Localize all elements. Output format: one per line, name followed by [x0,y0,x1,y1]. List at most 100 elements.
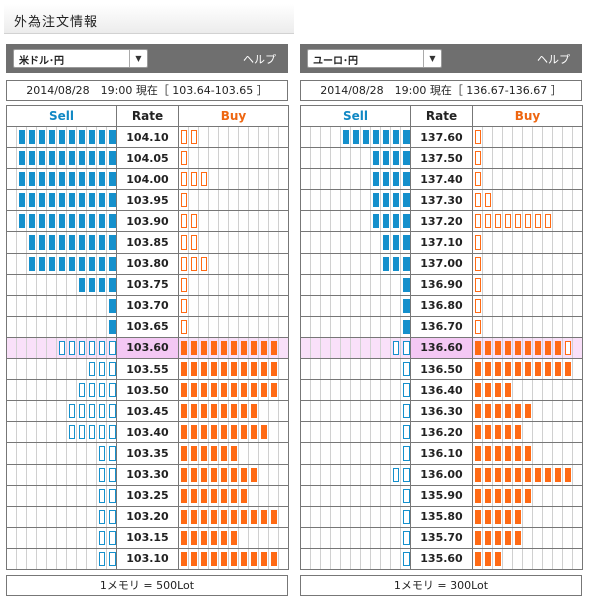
grid-cell [47,148,57,169]
grid-cell [249,337,259,359]
chevron-down-icon[interactable]: ▼ [129,50,147,67]
sell-volume-block [109,404,116,419]
grid-cell [17,295,27,316]
grid-cell [341,527,351,548]
sell-volume-block [59,256,65,271]
buy-volume-block [241,404,247,419]
grid-cell [7,485,17,506]
grid-cell [573,443,583,463]
grid-cell [47,169,57,190]
sell-volume-cell [300,358,411,381]
grid-cell [209,253,219,274]
grid-cell [341,274,351,295]
buy-volume-bar [473,253,583,274]
order-book-row: 137.40 [300,168,583,191]
help-link[interactable]: ヘルプ [537,53,570,66]
grid-cell [259,443,269,464]
grid-cell [361,506,371,527]
currency-pair-select[interactable]: 米ドル･円 ▼ [13,49,148,68]
sell-volume-cell [300,168,411,191]
help-link[interactable]: ヘルプ [243,53,276,66]
buy-volume-cell [472,189,583,212]
grid-cell [301,148,311,169]
grid-cell [473,380,483,401]
grid-cell [493,253,503,274]
grid-cell [573,507,583,527]
sell-volume-block [69,130,75,145]
grid-cell [513,485,523,506]
currency-pair-select[interactable]: ユーロ･円 ▼ [307,49,442,68]
grid-cell [493,464,503,485]
grid-cell [523,506,533,527]
grid-cell [331,422,341,443]
buy-volume-block [505,404,511,419]
grid-cell [573,317,583,337]
buy-volume-block [191,530,197,545]
grid-cell [573,211,583,231]
grid-cell [7,337,17,359]
order-book-rows: 137.60 137.50 137.40 137.30 137.20 137.10 137.… [300,126,583,570]
grid-cell [67,190,77,211]
grid-cell [239,380,249,401]
buy-volume-block [241,340,247,356]
sell-volume-bar [7,253,117,274]
grid-cell [483,337,493,359]
grid-cell [543,274,553,295]
buy-volume-block [221,340,227,356]
buy-volume-cell [178,274,289,296]
buy-volume-block [475,172,481,187]
sell-volume-block [89,383,95,398]
grid-cell [107,275,117,295]
buy-volume-block [505,340,511,356]
grid-cell [391,211,401,232]
grid-cell [37,169,47,190]
grid-cell [239,127,249,148]
buy-volume-block [505,383,511,398]
sell-volume-block [69,404,75,419]
buy-volume-cell [178,210,289,233]
buy-volume-block [555,467,561,482]
buy-volume-bar [179,527,289,548]
sell-volume-block [79,383,85,398]
order-book-row: 135.90 [300,485,583,507]
buy-volume-block [271,509,277,524]
buy-volume-block [251,362,257,377]
sell-volume-block [49,172,55,187]
sell-volume-block [109,130,116,145]
grid-cell [189,274,199,295]
grid-cell [523,422,533,443]
grid-cell [371,548,381,569]
buy-volume-block [495,551,501,566]
grid-cell [27,169,37,190]
order-book-row: 136.80 [300,295,583,317]
grid-cell [107,359,117,379]
sell-volume-block [403,172,410,187]
grid-cell [381,359,391,380]
sell-volume-block [403,383,410,398]
chevron-down-icon[interactable]: ▼ [423,50,441,67]
buy-volume-block [475,214,481,229]
sell-volume-block [393,214,399,229]
sell-volume-block [373,214,379,229]
order-book-row: 137.20 [300,210,583,233]
rate-cell: 103.40 [116,421,179,444]
rate-cell: 103.50 [116,379,179,402]
grid-cell [371,464,381,485]
sell-volume-block [383,256,389,271]
grid-cell [249,464,259,485]
grid-cell [391,253,401,274]
sell-volume-block [59,340,65,356]
grid-cell [543,464,553,485]
grid-cell [391,380,401,401]
sell-volume-block [363,130,369,145]
sell-volume-block [393,235,399,250]
grid-cell [199,527,209,548]
order-book-row: 137.10 [300,231,583,254]
grid-cell [311,548,321,569]
buy-volume-block [191,509,197,524]
grid-cell [259,127,269,148]
grid-cell [219,211,229,232]
grid-cell [513,422,523,443]
grid-cell [553,337,563,359]
grid-cell [563,548,573,569]
